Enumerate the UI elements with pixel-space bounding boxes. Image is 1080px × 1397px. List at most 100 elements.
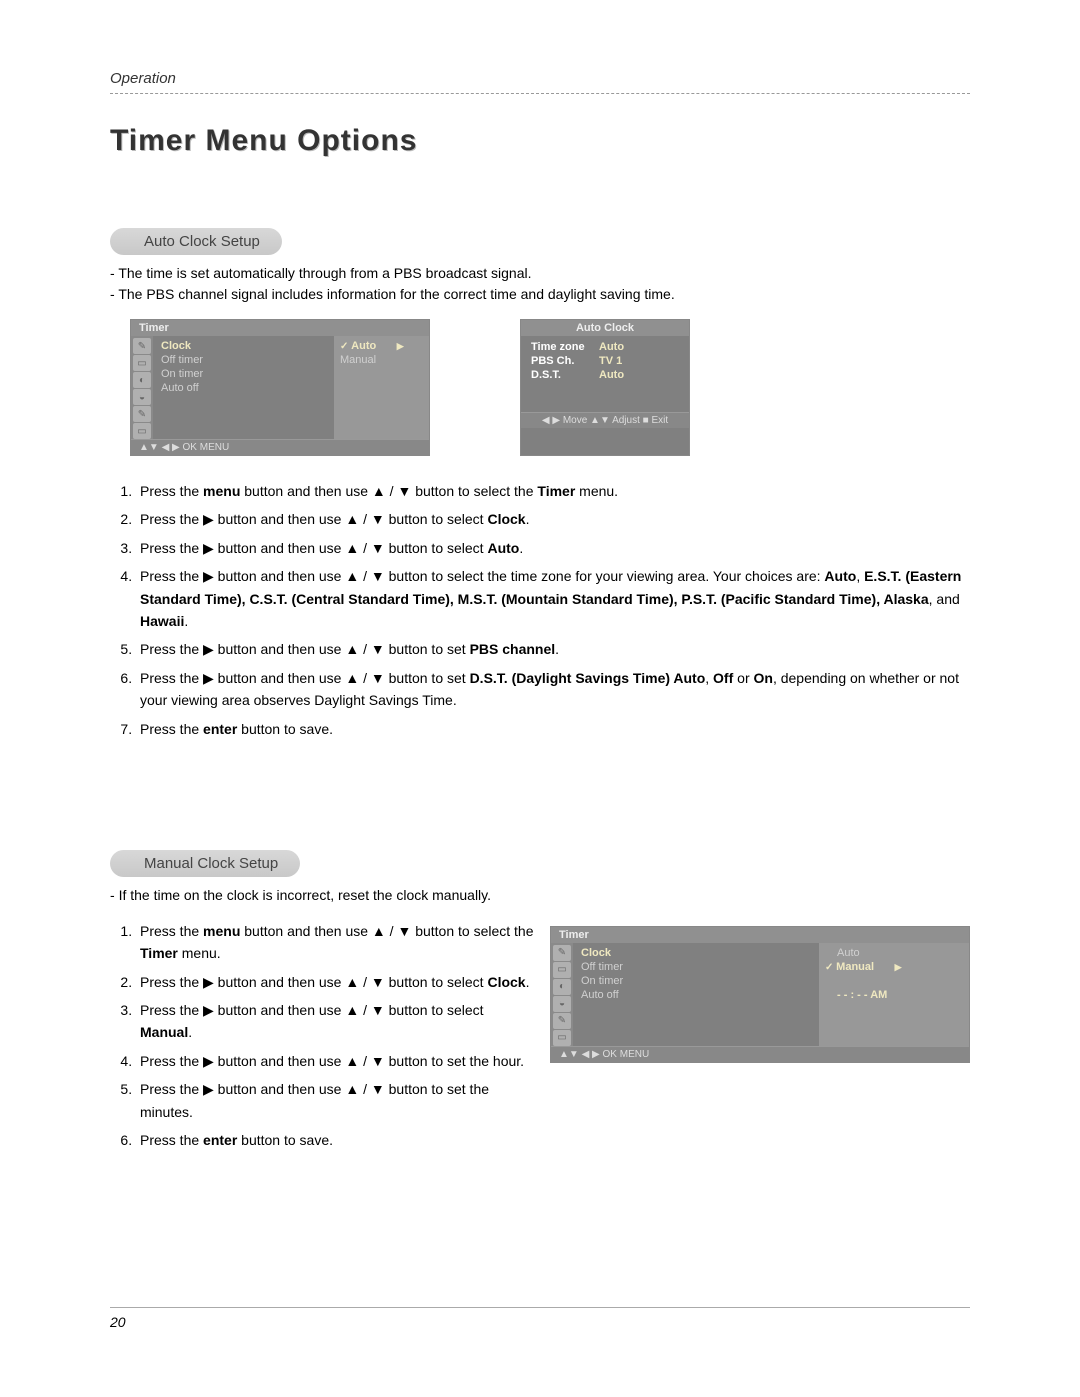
tv-title: Timer — [551, 927, 969, 943]
pencil-icon: ✎ — [553, 1013, 571, 1029]
menu-value: Auto — [825, 946, 963, 960]
t: Press the ▶ button and then use ▲ / ▼ bu… — [140, 568, 824, 584]
screen-icon: ▭ — [553, 962, 571, 978]
t: Press the ▶ button and then use ▲ / ▼ bu… — [140, 974, 487, 990]
t: . — [526, 511, 530, 527]
t: Press the ▶ button and then use ▲ / ▼ bu… — [140, 540, 487, 556]
t: enter — [203, 1132, 237, 1148]
t: Press the ▶ button and then use ▲ / ▼ bu… — [140, 1002, 484, 1018]
page: Operation Timer Menu Options Auto Clock … — [0, 0, 1080, 1370]
menu-item: Off timer — [161, 353, 326, 367]
tv-col-right: Auto Manual — [334, 336, 429, 439]
bullet-item: If the time on the clock is incorrect, r… — [110, 885, 970, 906]
sound-icon: ◐ — [553, 979, 571, 995]
t: menu. — [178, 945, 221, 961]
t: , and — [929, 591, 960, 607]
t: Press the — [140, 721, 203, 737]
t: button and then use ▲ / ▼ button to sele… — [240, 923, 533, 939]
tv-sidebar: ✎ ▭ ◐ ◒ ✎ ▭ — [551, 943, 573, 1046]
auto-clock-body: Time zone Auto PBS Ch. TV 1 D.S.T. Auto — [521, 336, 689, 412]
t: Alaska — [883, 591, 928, 607]
auto-clock-screenshot: Auto Clock Time zone Auto PBS Ch. TV 1 D… — [520, 319, 690, 456]
step: Press the menu button and then use ▲ / ▼… — [136, 480, 970, 502]
menu-item: Clock — [161, 339, 326, 353]
bullet-item: The PBS channel signal includes informat… — [110, 284, 970, 305]
t: Manual — [140, 1024, 188, 1040]
pencil-icon: ✎ — [133, 406, 151, 422]
t: D.S.T. (Daylight Savings Time) Auto — [470, 670, 706, 686]
timer-menu-manual-screenshot: Timer ✎ ▭ ◐ ◒ ✎ ▭ Clock — [550, 926, 970, 1063]
section-manual-clock: Manual Clock Setup If the time on the cl… — [110, 850, 970, 1158]
tv-columns: Clock Off timer On timer Auto off Auto M… — [573, 943, 969, 1046]
tv-footer: ▲▼ ◀ ▶ OK MENU — [551, 1046, 969, 1062]
t: . — [526, 974, 530, 990]
tv-sidebar: ✎ ▭ ◐ ◒ ✎ ▭ — [131, 336, 153, 439]
ac-label: D.S.T. — [531, 369, 599, 381]
tv-title: Auto Clock — [521, 320, 689, 336]
t: E.S.T. — [864, 568, 901, 584]
tv-col-right: Auto Manual - - : - - AM — [819, 943, 969, 1046]
t: . — [184, 613, 188, 629]
t: Clock — [487, 974, 525, 990]
menu-value: Manual — [825, 960, 963, 974]
time-display: - - : - - AM — [825, 988, 963, 1002]
tv-columns: Clock Off timer On timer Auto off Auto M… — [153, 336, 429, 439]
page-footer: 20 — [110, 1307, 970, 1330]
t: . — [519, 540, 523, 556]
ac-row: D.S.T. Auto — [531, 368, 679, 382]
menu-value: Manual — [340, 353, 423, 367]
auto-bullets: The time is set automatically through fr… — [110, 263, 970, 305]
t: . — [555, 641, 559, 657]
menu-value: Auto — [340, 339, 423, 353]
manual-screenshot-col: Timer ✎ ▭ ◐ ◒ ✎ ▭ Clock — [550, 926, 970, 1063]
auto-steps: Press the menu button and then use ▲ / ▼… — [110, 480, 970, 740]
t: Timer — [537, 483, 575, 499]
ac-row: Time zone Auto — [531, 340, 679, 354]
t: Press the ▶ button and then use ▲ / ▼ bu… — [140, 641, 470, 657]
step: Press the ▶ button and then use ▲ / ▼ bu… — [136, 565, 970, 632]
menu-item: On timer — [581, 974, 811, 988]
tv-col-left: Clock Off timer On timer Auto off — [573, 943, 819, 1046]
page-title: Timer Menu Options — [110, 124, 970, 158]
step: Press the menu button and then use ▲ / ▼… — [136, 920, 534, 965]
tv-body: ✎ ▭ ◐ ◒ ✎ ▭ Clock Off timer On timer — [551, 943, 969, 1046]
tv-body: ✎ ▭ ◐ ◒ ✎ ▭ Clock Off timer On timer Aut… — [131, 336, 429, 439]
step: Press the ▶ button and then use ▲ / ▼ bu… — [136, 1050, 534, 1072]
t: (Pacific Standard Time), — [717, 591, 884, 607]
t: button to save. — [237, 721, 333, 737]
menu-item: Clock — [581, 946, 811, 960]
t: Press the ▶ button and then use ▲ / ▼ bu… — [140, 511, 487, 527]
t: PBS channel — [470, 641, 556, 657]
manual-two-col: Press the menu button and then use ▲ / ▼… — [110, 920, 970, 1158]
ac-label: PBS Ch. — [531, 355, 599, 367]
ac-label: Time zone — [531, 341, 599, 353]
wrench-icon: ✎ — [553, 945, 571, 961]
t: menu — [203, 923, 240, 939]
step: Press the ▶ button and then use ▲ / ▼ bu… — [136, 638, 970, 660]
manual-bullets: If the time on the clock is incorrect, r… — [110, 885, 970, 906]
step: Press the enter button to save. — [136, 1129, 534, 1151]
t: menu. — [575, 483, 618, 499]
page-number: 20 — [110, 1314, 126, 1330]
t: Press the ▶ button and then use ▲ / ▼ bu… — [140, 670, 470, 686]
ac-row: PBS Ch. TV 1 — [531, 354, 679, 368]
section-pill-auto: Auto Clock Setup — [110, 228, 282, 255]
screenshots-row: Timer ✎ ▭ ◐ ◒ ✎ ▭ Clock Off timer — [130, 319, 970, 456]
wrench-icon: ✎ — [133, 338, 151, 354]
t: Timer — [140, 945, 178, 961]
monitor-icon: ▭ — [553, 1030, 571, 1046]
t: or — [733, 670, 753, 686]
t: P.S.T. — [681, 591, 717, 607]
header-label: Operation — [110, 70, 176, 87]
page-header: Operation — [110, 70, 970, 94]
palette-icon: ◒ — [553, 996, 571, 1012]
sound-icon: ◐ — [133, 372, 151, 388]
t: menu — [203, 483, 240, 499]
t: Hawaii — [140, 613, 184, 629]
ac-value: Auto — [599, 369, 624, 381]
manual-steps: Press the menu button and then use ▲ / ▼… — [110, 920, 534, 1152]
step: Press the ▶ button and then use ▲ / ▼ bu… — [136, 667, 970, 712]
step: Press the ▶ button and then use ▲ / ▼ bu… — [136, 971, 534, 993]
t: , — [705, 670, 713, 686]
t: Press the — [140, 923, 203, 939]
